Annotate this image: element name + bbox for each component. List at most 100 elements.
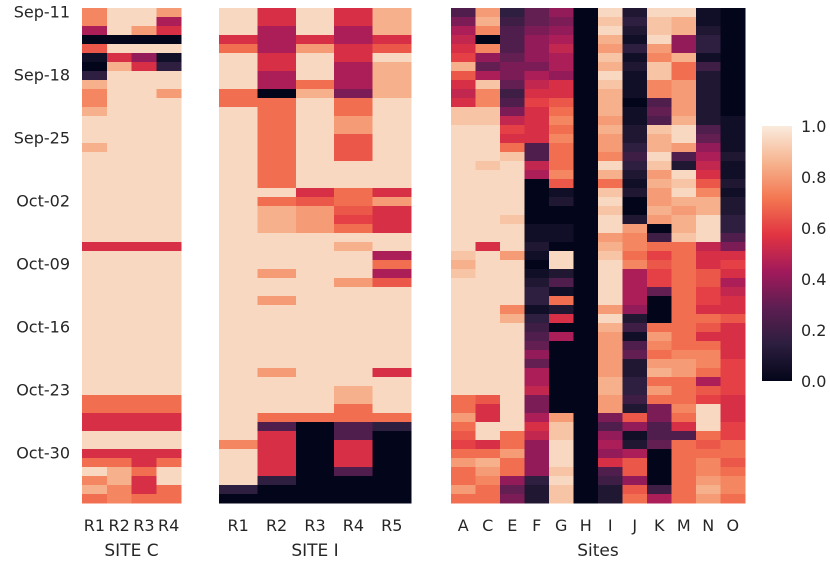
heatmap-cell: [82, 422, 108, 432]
heatmap-cell: [573, 449, 599, 459]
heatmap-cell: [372, 467, 412, 477]
heatmap-cell: [219, 278, 258, 288]
heatmap-cell: [219, 368, 258, 378]
heatmap-cell: [549, 233, 575, 243]
heatmap-cell: [549, 197, 575, 207]
heatmap-cell: [82, 80, 108, 90]
heatmap-cell: [295, 143, 335, 153]
heatmap-cell: [372, 476, 412, 486]
heatmap-cell: [524, 422, 550, 432]
heatmap-cell: [131, 386, 157, 396]
x-tick-label: H: [580, 516, 592, 535]
heatmap-cell: [156, 152, 182, 162]
x-tick-label: C: [482, 516, 493, 535]
heatmap-cell: [451, 359, 477, 369]
colorbar-gradient: [762, 126, 792, 381]
heatmap-cell: [549, 98, 575, 108]
heatmap-cell: [106, 197, 133, 207]
heatmap-cell: [500, 44, 526, 54]
heatmap-cell: [106, 269, 133, 279]
heatmap-cell: [451, 431, 477, 441]
heatmap-cell: [598, 161, 624, 171]
heatmap-cell: [696, 323, 722, 333]
heatmap-cell: [131, 251, 157, 261]
heatmap-cell: [219, 125, 258, 135]
heatmap-cell: [671, 44, 697, 54]
heatmap-cell: [524, 71, 550, 81]
heatmap-cell: [82, 296, 108, 306]
heatmap-cell: [622, 458, 648, 468]
heatmap-cell: [372, 359, 412, 369]
heatmap-cell: [475, 35, 501, 45]
heatmap-cell: [573, 26, 599, 36]
heatmap-cell: [671, 143, 697, 153]
heatmap-cell: [82, 26, 108, 36]
heatmap-cell: [334, 26, 374, 36]
heatmap-cell: [219, 233, 258, 243]
heatmap-cell: [219, 260, 258, 270]
heatmap-cell: [622, 251, 648, 261]
heatmap-cell: [573, 422, 599, 432]
heatmap-cell: [334, 467, 374, 477]
heatmap-cell: [524, 431, 550, 441]
heatmap-cell: [622, 305, 648, 315]
heatmap-cell: [671, 161, 697, 171]
heatmap-cell: [257, 224, 297, 234]
heatmap-cell: [720, 170, 746, 180]
heatmap-cell: [622, 404, 648, 414]
heatmap-cell: [500, 260, 526, 270]
heatmap-cell: [549, 350, 575, 360]
heatmap-cell: [131, 62, 157, 72]
heatmap-cell: [295, 89, 335, 99]
heatmap-cell: [82, 107, 108, 117]
heatmap-cell: [219, 332, 258, 342]
heatmap-cell: [598, 431, 624, 441]
heatmap-cell: [131, 422, 157, 432]
heatmap-cell: [82, 206, 108, 216]
heatmap-cell: [82, 386, 108, 396]
heatmap-cell: [598, 35, 624, 45]
x-tick-label: J: [631, 516, 637, 535]
heatmap-cell: [334, 71, 374, 81]
heatmap-cell: [671, 62, 697, 72]
heatmap-cell: [696, 395, 722, 405]
heatmap-cell: [500, 107, 526, 117]
heatmap-cell: [106, 71, 133, 81]
heatmap-cell: [622, 422, 648, 432]
heatmap-cell: [106, 62, 133, 72]
heatmap-cell: [622, 179, 648, 189]
heatmap-cell: [334, 233, 374, 243]
heatmap-cell: [598, 494, 624, 504]
heatmap-cell: [475, 467, 501, 477]
heatmap-cell: [106, 458, 133, 468]
heatmap-cell: [549, 188, 575, 198]
heatmap-cell: [257, 314, 297, 324]
heatmap-cell: [106, 314, 133, 324]
heatmap-cell: [257, 404, 297, 414]
heatmap-cell: [156, 485, 182, 495]
heatmap-cell: [671, 188, 697, 198]
heatmap-cell: [451, 368, 477, 378]
heatmap-cell: [573, 323, 599, 333]
heatmap-cell: [334, 296, 374, 306]
heatmap-cell: [696, 494, 722, 504]
heatmap-cell: [131, 440, 157, 450]
heatmap-cell: [720, 476, 746, 486]
heatmap-cell: [131, 341, 157, 351]
heatmap-cell: [500, 278, 526, 288]
heatmap-cell: [257, 476, 297, 486]
heatmap-cell: [106, 80, 133, 90]
heatmap-cell: [573, 206, 599, 216]
heatmap-cell: [524, 143, 550, 153]
heatmap-cell: [549, 26, 575, 36]
heatmap-cell: [219, 152, 258, 162]
heatmap-cell: [156, 305, 182, 315]
heatmap-cell: [295, 188, 335, 198]
heatmap-cell: [500, 251, 526, 261]
heatmap-cell: [475, 143, 501, 153]
heatmap-cell: [131, 224, 157, 234]
heatmap-cell: [451, 161, 477, 171]
heatmap-cell: [334, 116, 374, 126]
heatmap-cell: [622, 233, 648, 243]
heatmap-cell: [647, 224, 673, 234]
